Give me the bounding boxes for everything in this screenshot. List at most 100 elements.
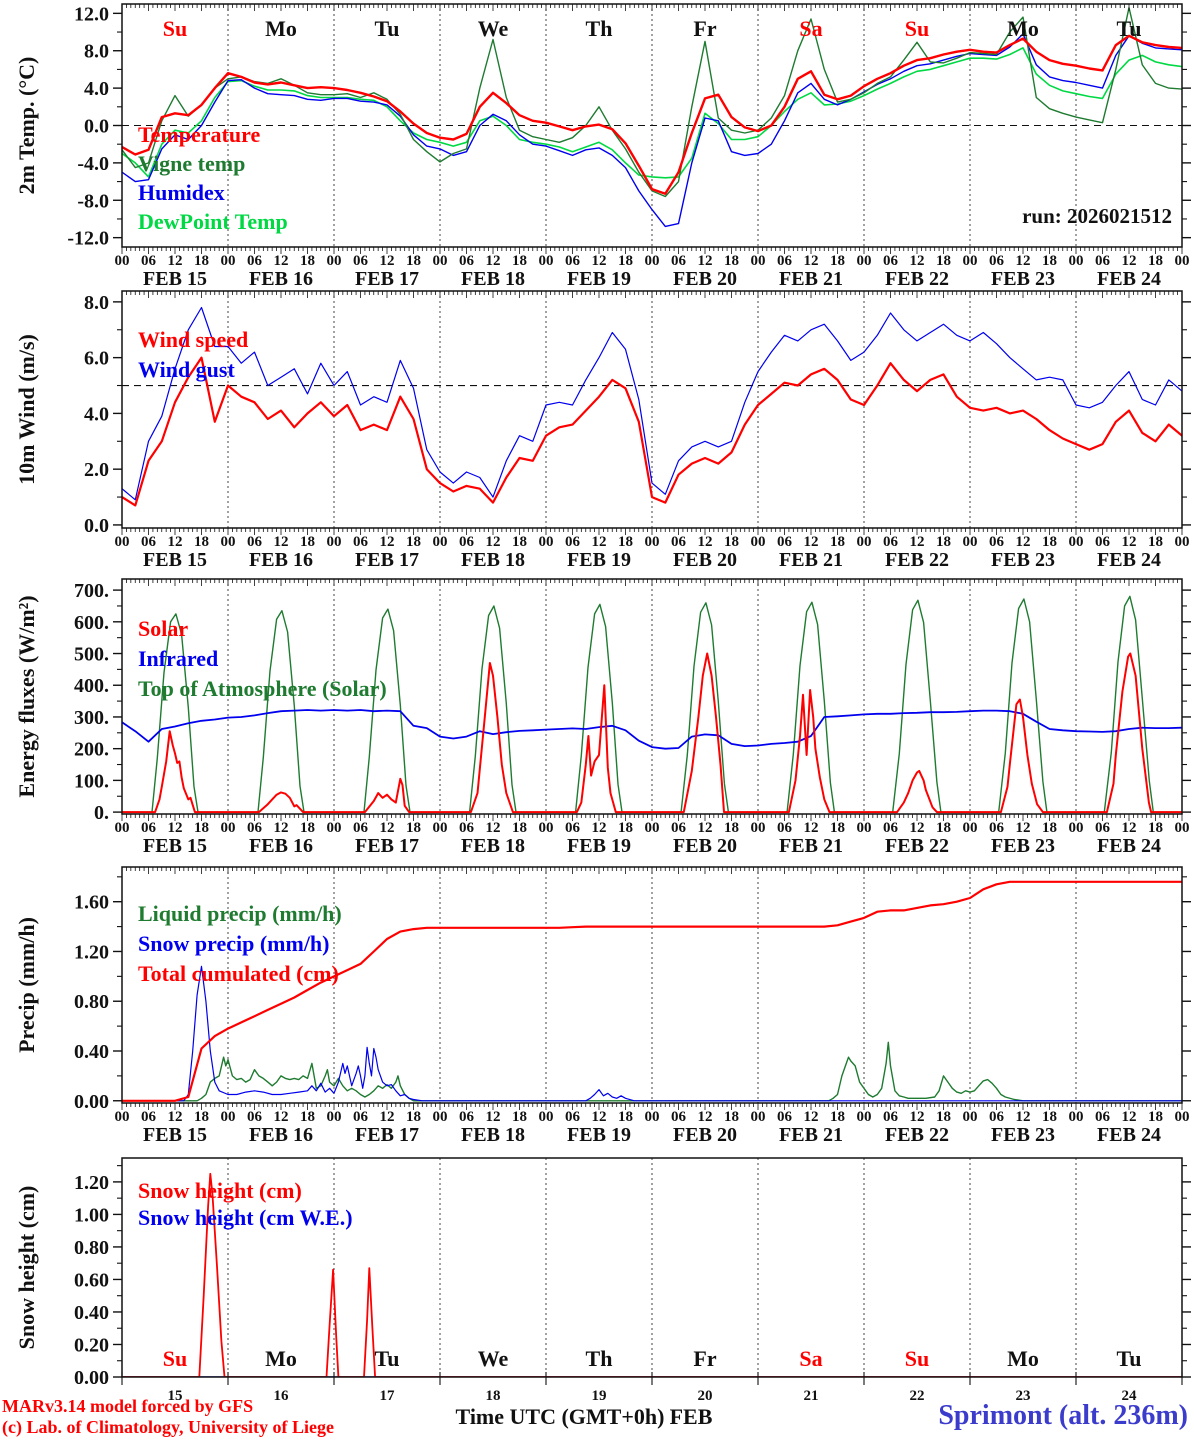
hour-label: 00 [751, 253, 766, 269]
hour-label: 06 [883, 820, 899, 836]
legend-infrared: Infrared [138, 646, 218, 671]
hour-label: 00 [115, 534, 130, 550]
ytick-label: 700. [74, 580, 109, 602]
date-label: FEB 23 [991, 835, 1055, 857]
hour-label: 12 [698, 1109, 713, 1125]
hour-label: 06 [989, 1109, 1005, 1125]
day-number-label: 22 [910, 1388, 925, 1404]
hour-label: 06 [883, 253, 899, 269]
date-label: FEB 22 [885, 835, 949, 857]
hour-label: 00 [539, 534, 554, 550]
y-axis-title-wind: 10m Wind (m/s) [14, 334, 39, 485]
ytick-label: -12.0 [67, 228, 109, 250]
hour-label: 18 [724, 253, 739, 269]
hour-label: 00 [221, 534, 236, 550]
hour-label: 06 [459, 534, 475, 550]
hour-label: 00 [327, 253, 342, 269]
hour-label: 06 [247, 820, 263, 836]
credit-line-1: MARv3.14 model forced by GFS [2, 1396, 253, 1416]
hour-label: 12 [910, 253, 925, 269]
ytick-label: 0.80 [74, 1237, 109, 1259]
hour-label: 12 [486, 534, 501, 550]
ytick-label: 2.0 [84, 459, 109, 481]
hour-label: 06 [459, 1109, 475, 1125]
hour-label: 18 [830, 534, 845, 550]
date-label: FEB 15 [143, 549, 207, 571]
series-temperature [122, 34, 1182, 195]
hour-label: 00 [115, 1109, 130, 1125]
hour-label: 00 [539, 820, 554, 836]
date-label: FEB 20 [673, 835, 737, 857]
series-humidex [122, 33, 1182, 228]
hour-label: 00 [221, 1109, 236, 1125]
date-label: FEB 15 [143, 1124, 207, 1146]
hour-label: 12 [486, 1109, 501, 1125]
hour-label: 06 [777, 820, 793, 836]
hour-label: 06 [459, 253, 475, 269]
x-axis-title: Time UTC (GMT+0h) [456, 1404, 665, 1429]
ytick-label: 100. [74, 770, 109, 792]
hour-label: 00 [963, 534, 978, 550]
date-label: FEB 23 [991, 1124, 1055, 1146]
date-label: FEB 21 [779, 268, 843, 290]
day-name-bottom: Tu [375, 1346, 400, 1371]
date-label: FEB 18 [461, 268, 525, 290]
date-label: FEB 18 [461, 549, 525, 571]
date-label: FEB 19 [567, 835, 631, 857]
hour-label: 00 [857, 1109, 872, 1125]
day-name-top: Fr [693, 16, 716, 41]
hour-label: 18 [724, 820, 739, 836]
series-snow-precip [122, 965, 1182, 1102]
hour-label: 00 [327, 1109, 342, 1125]
date-label: FEB 20 [673, 1124, 737, 1146]
hour-label: 12 [168, 534, 183, 550]
hour-label: 18 [936, 1109, 951, 1125]
credit-line-2: (c) Lab. of Climatology, University of L… [2, 1417, 334, 1438]
hour-label: 12 [168, 253, 183, 269]
hour-label: 06 [141, 1109, 157, 1125]
date-label: FEB 21 [779, 549, 843, 571]
hour-label: 00 [221, 253, 236, 269]
hour-label: 12 [380, 1109, 395, 1125]
hour-label: 00 [645, 534, 660, 550]
hour-label: 12 [486, 253, 501, 269]
ytick-label: 0. [94, 802, 109, 824]
date-label: FEB 17 [355, 268, 419, 290]
hour-label: 00 [539, 253, 554, 269]
hour-label: 06 [671, 253, 687, 269]
hour-label: 18 [830, 253, 845, 269]
hour-label: 06 [1095, 1109, 1111, 1125]
hour-label: 00 [857, 253, 872, 269]
hour-label: 12 [698, 253, 713, 269]
day-number-label: 15 [168, 1388, 183, 1404]
hour-label: 18 [512, 1109, 527, 1125]
day-name-bottom: Fr [693, 1346, 716, 1371]
day-number-label: 21 [804, 1388, 819, 1404]
hour-label: 12 [910, 1109, 925, 1125]
hour-label: 00 [751, 1109, 766, 1125]
legend-snow-precip: Snow precip (mm/h) [138, 931, 330, 956]
day-name-top: Tu [1117, 16, 1142, 41]
hour-label: 00 [433, 1109, 448, 1125]
day-name-bottom: Su [163, 1346, 187, 1371]
series-total-cumulated [122, 880, 1182, 1102]
hour-label: 18 [618, 820, 633, 836]
hour-label: 18 [936, 534, 951, 550]
hour-label: 18 [618, 1109, 633, 1125]
date-label: FEB 21 [779, 835, 843, 857]
hour-label: 18 [724, 534, 739, 550]
hour-label: 12 [168, 1109, 183, 1125]
hour-label: 06 [459, 820, 475, 836]
hour-label: 00 [1069, 253, 1084, 269]
date-label: FEB 16 [249, 835, 313, 857]
ytick-label: 4.0 [84, 403, 109, 425]
y-axis-title-precip: Precip (mm/h) [14, 917, 39, 1053]
hour-label: 06 [671, 534, 687, 550]
hour-label: 06 [777, 253, 793, 269]
hour-label: 18 [830, 1109, 845, 1125]
date-label: FEB 17 [355, 1124, 419, 1146]
hour-label: 00 [645, 1109, 660, 1125]
hour-label: 12 [1016, 820, 1031, 836]
hour-label: 18 [830, 820, 845, 836]
legend-humidex: Humidex [138, 180, 225, 205]
